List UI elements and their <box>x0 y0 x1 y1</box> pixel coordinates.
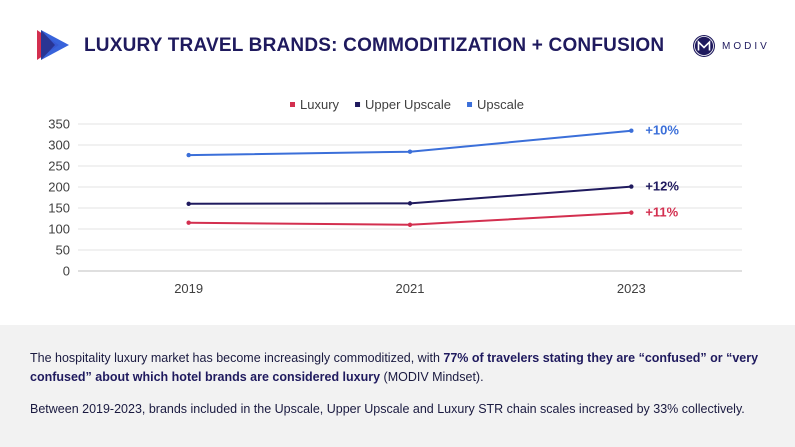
legend-swatch <box>355 102 361 107</box>
legend-swatch <box>290 102 295 107</box>
summary-panel: The hospitality luxury market has become… <box>0 325 795 447</box>
chart-series: +11% +12% +10% <box>186 123 679 227</box>
y-tick-label: 250 <box>48 159 70 174</box>
data-point <box>629 184 634 189</box>
data-point <box>629 210 634 215</box>
y-axis: 0 50 100 150 200 250 300 350 <box>48 117 70 279</box>
play-triangle-logo-icon <box>37 30 69 60</box>
page-title: LUXURY TRAVEL BRANDS: COMMODITIZATION + … <box>84 35 665 56</box>
p1-highlight: 77% of travelers stating they are “confu… <box>30 351 759 384</box>
chart-legend: Luxury Upper Upscale Upscale <box>290 97 524 112</box>
x-tick-label: 2021 <box>396 281 425 296</box>
legend-swatch <box>467 102 473 107</box>
data-point <box>407 201 413 206</box>
summary-paragraph-1: The hospitality luxury market has become… <box>30 349 770 387</box>
series-change-label: +12% <box>645 179 679 194</box>
p1-start: The hospitality luxury market has become… <box>30 351 444 365</box>
y-tick-label: 300 <box>48 138 70 153</box>
x-tick-label: 2019 <box>174 281 203 296</box>
p1-end: (MODIV Mindset). <box>380 370 484 384</box>
legend-label: Upscale <box>477 97 524 112</box>
x-tick-label: 2023 <box>617 281 646 296</box>
line-chart: Luxury Upper Upscale Upscale 0 50 100 150 200 2… <box>48 97 742 296</box>
y-tick-label: 150 <box>48 201 70 216</box>
legend-label: Luxury <box>300 97 340 112</box>
data-point <box>186 220 191 225</box>
y-tick-label: 50 <box>56 243 70 258</box>
x-axis: 2019 2021 2023 <box>174 281 646 296</box>
chart-grid <box>78 123 742 272</box>
summary-paragraph-2: Between 2019-2023, brands included in th… <box>30 402 745 416</box>
modiv-m-icon <box>693 35 715 57</box>
data-point <box>186 152 191 158</box>
brand-name: MODIV <box>722 40 770 52</box>
data-point <box>407 222 413 227</box>
data-point <box>629 128 634 133</box>
data-point <box>186 201 191 206</box>
y-tick-label: 200 <box>48 180 70 195</box>
y-tick-label: 0 <box>63 264 70 279</box>
legend-label: Upper Upscale <box>365 97 451 112</box>
data-point <box>407 149 413 154</box>
brand-logo: MODIV <box>692 34 770 58</box>
y-tick-label: 350 <box>48 117 70 132</box>
series-change-label: +10% <box>645 123 679 138</box>
y-tick-label: 100 <box>48 222 70 237</box>
series-change-label: +11% <box>645 205 678 220</box>
